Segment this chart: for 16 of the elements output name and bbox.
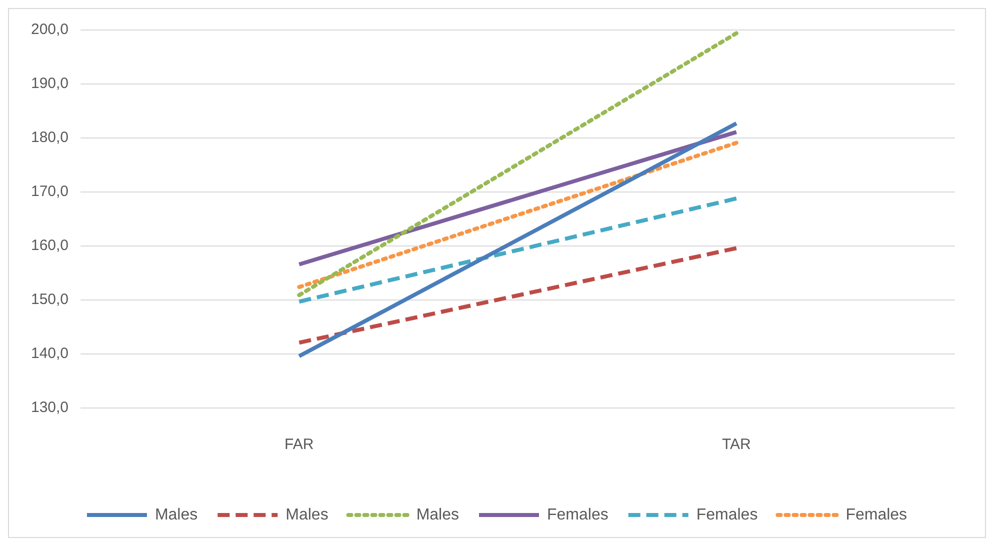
x-tick-label: FAR <box>284 436 314 454</box>
legend-label: Females <box>696 506 758 524</box>
y-tick-label: 130,0 <box>30 399 69 416</box>
y-tick-label: 140,0 <box>30 345 69 362</box>
legend-label: Females <box>846 506 908 524</box>
y-tick-label: 190,0 <box>30 75 69 92</box>
x-tick-label: TAR <box>722 436 751 454</box>
legend-label: Males <box>286 506 328 524</box>
y-tick-label: 150,0 <box>30 291 69 308</box>
legend-label: Males <box>416 506 459 524</box>
y-tick-label: 200,0 <box>30 21 69 38</box>
y-tick-label: 170,0 <box>30 183 69 200</box>
legend-label: Females <box>546 506 608 524</box>
y-tick-label: 180,0 <box>30 129 69 146</box>
y-tick-label: 160,0 <box>30 237 69 254</box>
legend-label: Males <box>154 506 198 524</box>
